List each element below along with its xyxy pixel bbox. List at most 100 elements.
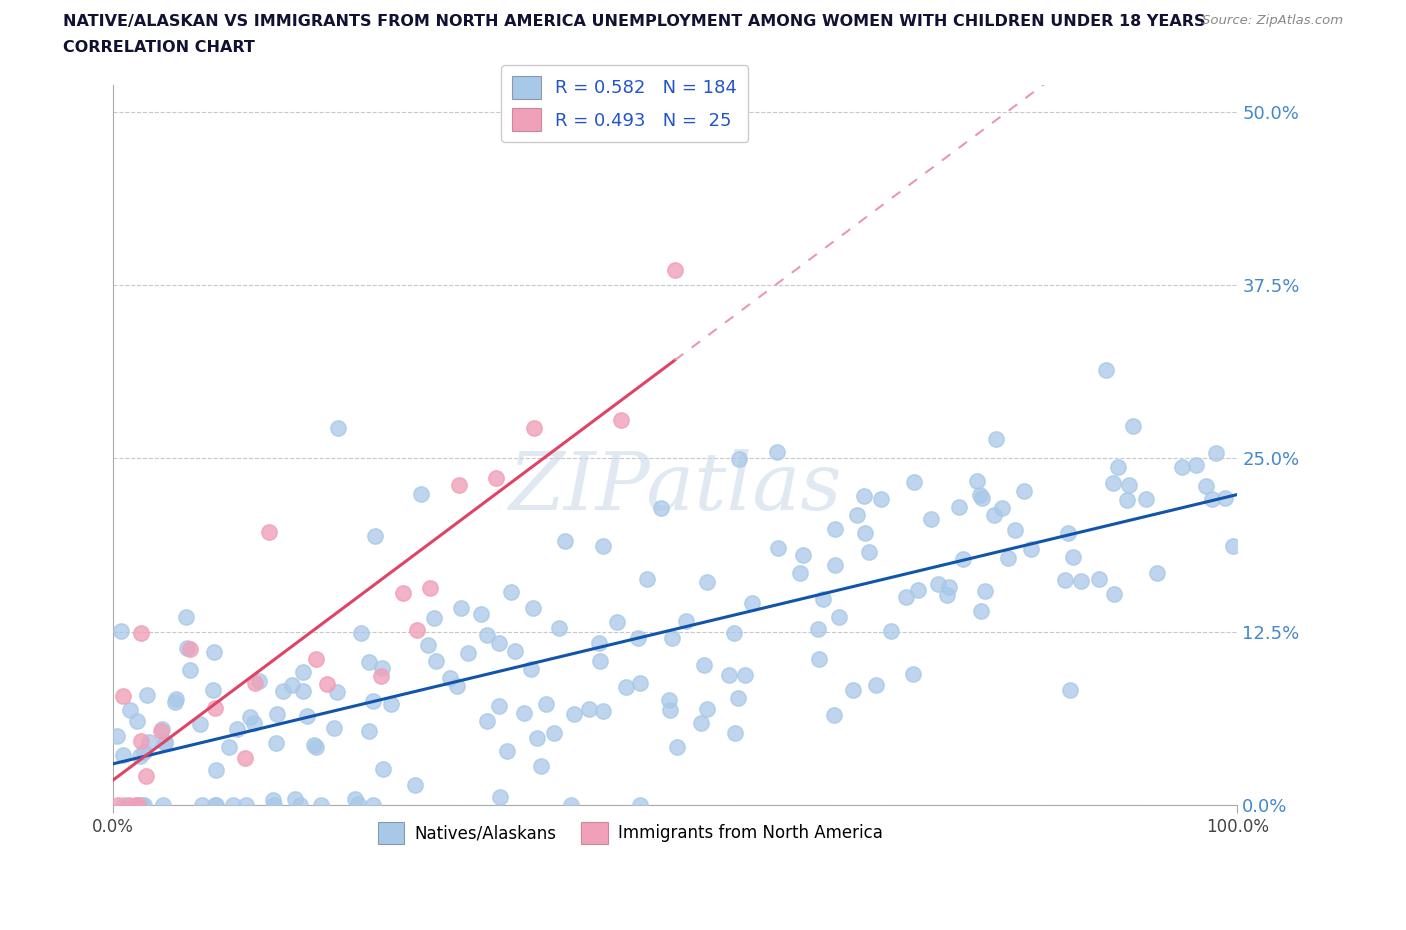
Point: [371, 660, 394, 675]
Point: [125, 797, 148, 812]
Point: [894, 590, 917, 604]
Point: [792, 548, 814, 563]
Point: [488, 790, 510, 804]
Point: [457, 645, 479, 660]
Point: [1054, 573, 1077, 588]
Point: [1102, 475, 1125, 490]
Point: [522, 601, 544, 616]
Point: [150, 722, 173, 737]
Point: [484, 471, 506, 485]
Point: [129, 626, 152, 641]
Point: [449, 478, 471, 493]
Point: [204, 797, 226, 812]
Point: [380, 697, 402, 711]
Point: [218, 740, 240, 755]
Point: [363, 694, 385, 709]
Point: [190, 797, 212, 812]
Point: [765, 445, 787, 459]
Point: [614, 680, 637, 695]
Point: [134, 744, 156, 759]
Point: [107, 797, 129, 812]
Point: [233, 751, 256, 765]
Point: [204, 763, 226, 777]
Point: [179, 662, 201, 677]
Point: [475, 713, 498, 728]
Point: [824, 522, 846, 537]
Point: [970, 604, 993, 618]
Point: [305, 739, 328, 754]
Point: [439, 671, 461, 685]
Point: [326, 420, 349, 435]
Point: [315, 676, 337, 691]
Point: [1115, 493, 1137, 508]
Point: [112, 688, 135, 703]
Point: [242, 716, 264, 731]
Point: [257, 525, 280, 539]
Point: [523, 420, 546, 435]
Point: [675, 613, 697, 628]
Point: [112, 797, 135, 812]
Point: [628, 676, 651, 691]
Point: [364, 529, 387, 544]
Point: [865, 677, 887, 692]
Point: [127, 797, 149, 812]
Point: [530, 759, 553, 774]
Point: [425, 654, 447, 669]
Point: [870, 492, 893, 507]
Point: [202, 645, 225, 660]
Point: [1019, 542, 1042, 557]
Point: [659, 703, 682, 718]
Point: [658, 693, 681, 708]
Point: [728, 452, 751, 467]
Point: [406, 622, 429, 637]
Point: [273, 684, 295, 699]
Point: [1094, 363, 1116, 378]
Text: CORRELATION CHART: CORRELATION CHART: [63, 40, 254, 55]
Point: [188, 717, 211, 732]
Point: [370, 668, 392, 683]
Point: [263, 797, 285, 812]
Point: [534, 697, 557, 711]
Point: [723, 625, 745, 640]
Point: [727, 690, 749, 705]
Point: [295, 709, 318, 724]
Point: [858, 545, 880, 560]
Point: [974, 584, 997, 599]
Point: [543, 725, 565, 740]
Point: [204, 700, 226, 715]
Point: [1012, 484, 1035, 498]
Point: [789, 565, 811, 580]
Point: [350, 626, 373, 641]
Point: [128, 797, 150, 812]
Point: [128, 749, 150, 764]
Point: [416, 638, 439, 653]
Point: [852, 488, 875, 503]
Point: [165, 692, 187, 707]
Point: [661, 631, 683, 646]
Point: [1088, 572, 1111, 587]
Point: [828, 610, 851, 625]
Point: [548, 620, 571, 635]
Point: [288, 797, 311, 812]
Point: [1107, 459, 1129, 474]
Point: [948, 499, 970, 514]
Point: [304, 737, 326, 752]
Point: [588, 635, 610, 650]
Point: [986, 432, 1008, 446]
Legend: Natives/Alaskans, Immigrants from North America: Natives/Alaskans, Immigrants from North …: [371, 816, 890, 850]
Point: [266, 707, 288, 722]
Point: [245, 676, 267, 691]
Point: [225, 722, 247, 737]
Point: [132, 797, 155, 812]
Point: [1102, 586, 1125, 601]
Point: [311, 797, 333, 812]
Point: [1070, 574, 1092, 589]
Point: [920, 512, 942, 526]
Point: [1213, 490, 1236, 505]
Point: [938, 579, 960, 594]
Point: [808, 651, 831, 666]
Point: [589, 654, 612, 669]
Text: ZIPatlas: ZIPatlas: [509, 449, 842, 526]
Text: Source: ZipAtlas.com: Source: ZipAtlas.com: [1202, 14, 1343, 27]
Point: [1222, 538, 1244, 553]
